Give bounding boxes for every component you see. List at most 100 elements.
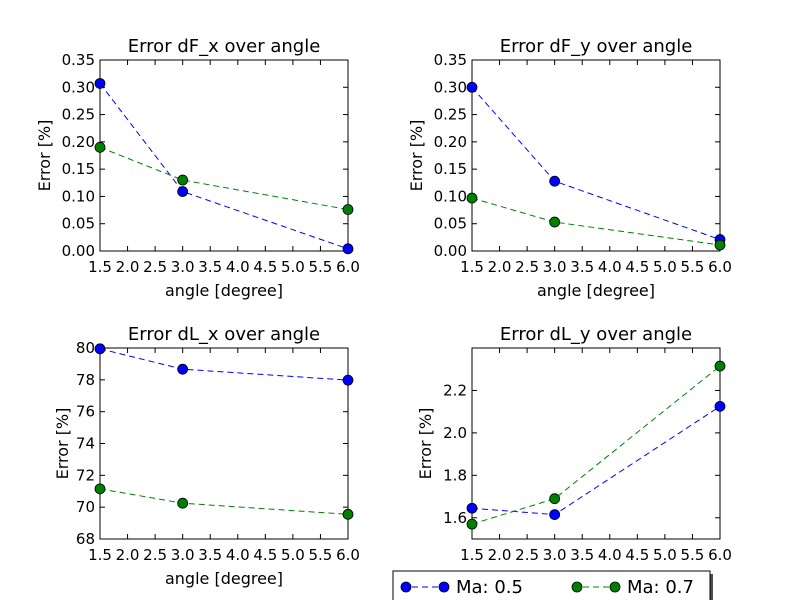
subplot-1: 1.5 2.0 2.5 3.0 3.5 4.0 4.5 5.0 5.5 6.0 0.00 0.05 0.… bbox=[35, 36, 360, 300]
legend: Ma: 0.5 Ma: 0.7 bbox=[392, 570, 713, 600]
x-tick-label: 6.0 bbox=[708, 258, 732, 276]
y-tick-label: 72 bbox=[76, 466, 95, 484]
y-tick-label: 0.15 bbox=[62, 160, 95, 178]
data-point bbox=[549, 175, 561, 187]
y-tick-label: 0.35 bbox=[62, 51, 95, 69]
legend-marker-ma-05 bbox=[438, 581, 450, 593]
y-tick-label: 70 bbox=[76, 498, 95, 516]
x-tick-label: 2.5 bbox=[143, 258, 167, 276]
x-tick-label: 4.5 bbox=[253, 258, 277, 276]
series-ma-07 bbox=[94, 483, 354, 520]
series-ma-05 bbox=[94, 78, 354, 255]
y-tick-label: 0.30 bbox=[62, 78, 95, 96]
y-tick-label: 0.30 bbox=[434, 78, 467, 96]
data-point bbox=[714, 400, 726, 412]
data-point bbox=[94, 483, 106, 495]
x-tick-label: 4.5 bbox=[625, 258, 649, 276]
y-tick-label: 78 bbox=[76, 371, 95, 389]
x-tick-label: 1.5 bbox=[460, 258, 484, 276]
x-tick-label: 5.5 bbox=[309, 258, 333, 276]
y-tick-label: 68 bbox=[76, 530, 95, 548]
series-ma-05 bbox=[466, 81, 726, 245]
plot-area bbox=[99, 59, 349, 252]
y-tick-label: 0.35 bbox=[434, 51, 467, 69]
x-tick-label: 6.0 bbox=[708, 546, 732, 564]
x-tick-label: 4.0 bbox=[226, 258, 250, 276]
series-ma-07 bbox=[466, 360, 726, 530]
data-point bbox=[466, 518, 478, 530]
x-tick-label: 2.5 bbox=[515, 546, 539, 564]
x-tick-label: 3.5 bbox=[198, 546, 222, 564]
y-tick-label: 0.10 bbox=[62, 187, 95, 205]
y-tick-label: 0.05 bbox=[434, 215, 467, 233]
x-tick-label: 3.0 bbox=[171, 258, 195, 276]
data-point bbox=[714, 239, 726, 251]
series-ma-07 bbox=[466, 192, 726, 251]
y-tick-label: 2.2 bbox=[443, 381, 467, 399]
subplots: 1.5 2.0 2.5 3.0 3.5 4.0 4.5 5.0 5.5 6.00.000.050.… bbox=[35, 36, 732, 588]
y-tick-label: 74 bbox=[76, 435, 95, 453]
subplot-title: Error dL_y over angle bbox=[500, 324, 692, 345]
subplot-title: Error dF_y over angle bbox=[500, 36, 693, 57]
y-tick-label: 76 bbox=[76, 403, 95, 421]
y-axis-label: Error [%] bbox=[53, 408, 72, 480]
x-tick-label: 4.0 bbox=[598, 546, 622, 564]
series-line bbox=[99, 146, 349, 211]
x-tick-label: 5.0 bbox=[653, 258, 677, 276]
legend-marker-ma-07 bbox=[571, 581, 583, 593]
x-tick-label: 3.5 bbox=[570, 258, 594, 276]
y-tick-label: 1.8 bbox=[443, 466, 467, 484]
x-tick-label: 5.0 bbox=[281, 258, 305, 276]
x-tick-label: 5.5 bbox=[681, 546, 705, 564]
data-point bbox=[549, 216, 561, 228]
x-tick-label: 4.0 bbox=[226, 546, 250, 564]
x-tick-label: 5.0 bbox=[281, 546, 305, 564]
y-tick-label: 0.00 bbox=[62, 242, 95, 260]
data-point bbox=[342, 243, 354, 255]
data-point bbox=[94, 141, 106, 153]
y-axis-label: Error [%] bbox=[407, 120, 426, 192]
x-tick-label: 2.0 bbox=[488, 546, 512, 564]
plot-area bbox=[99, 347, 349, 540]
legend-frame bbox=[392, 570, 711, 600]
series-ma-07 bbox=[94, 141, 354, 215]
series-line bbox=[99, 83, 349, 250]
x-tick-label: 2.0 bbox=[116, 546, 140, 564]
x-tick-label: 4.0 bbox=[598, 258, 622, 276]
plot-area bbox=[471, 347, 721, 540]
y-tick-label: 0.25 bbox=[62, 106, 95, 124]
legend-label-ma-07: Ma: 0.7 bbox=[627, 577, 694, 598]
x-tick-label: 5.5 bbox=[309, 546, 333, 564]
legend-marker-ma-07 bbox=[609, 581, 621, 593]
data-point bbox=[466, 502, 478, 514]
x-tick-label: 3.5 bbox=[198, 258, 222, 276]
y-tick-label: 1.6 bbox=[443, 509, 467, 527]
x-axis-label: angle [degree] bbox=[165, 569, 283, 588]
legend-label-ma-05: Ma: 0.5 bbox=[456, 577, 523, 598]
y-tick-label: 0.00 bbox=[434, 242, 467, 260]
x-tick-label: 5.5 bbox=[681, 258, 705, 276]
x-tick-label: 6.0 bbox=[336, 546, 360, 564]
x-tick-label: 2.5 bbox=[143, 546, 167, 564]
data-point bbox=[466, 81, 478, 93]
subplot-2: 1.5 2.0 2.5 3.0 3.5 4.0 4.5 5.0 5.5 6.0 0.00 0.05 0.… bbox=[407, 36, 732, 300]
data-point bbox=[177, 363, 189, 375]
data-point bbox=[466, 192, 478, 204]
legend-entry-ma-05: Ma: 0.5 bbox=[400, 577, 523, 598]
x-tick-label: 3.0 bbox=[543, 546, 567, 564]
data-point bbox=[177, 186, 189, 197]
data-point bbox=[94, 343, 106, 355]
data-point bbox=[549, 509, 561, 520]
data-point bbox=[342, 508, 354, 520]
y-tick-label: 0.25 bbox=[434, 106, 467, 124]
x-axis-label: angle [degree] bbox=[537, 281, 655, 300]
data-point bbox=[177, 174, 189, 186]
subplot-3: 1.5 2.0 2.5 3.0 3.5 4.0 4.5 5.0 5.5 6.0 68 70 72 74 76… bbox=[53, 324, 360, 588]
x-tick-label: 6.0 bbox=[336, 258, 360, 276]
x-tick-label: 3.0 bbox=[171, 546, 195, 564]
x-tick-label: 2.0 bbox=[116, 258, 140, 276]
y-axis-label: Error [%] bbox=[35, 120, 54, 192]
x-tick-label: 2.5 bbox=[515, 258, 539, 276]
data-point bbox=[177, 497, 189, 509]
